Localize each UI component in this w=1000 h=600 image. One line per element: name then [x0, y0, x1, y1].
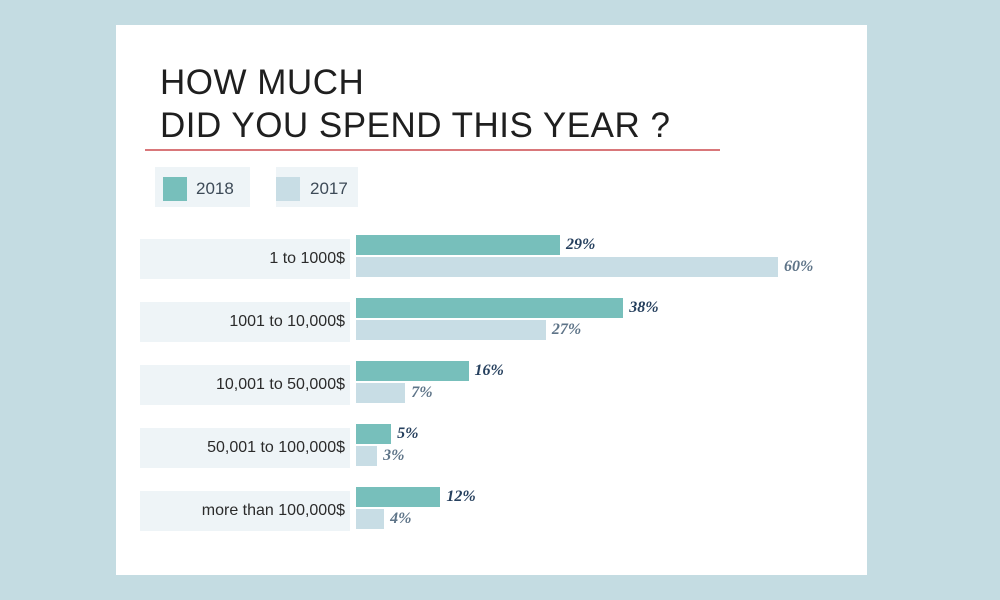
- category-label-1-to-1000: 1 to 1000$: [269, 250, 345, 267]
- chart-title-line-2: DID YOU SPEND THIS YEAR ?: [160, 106, 671, 145]
- value-label-2018-1-to-1000: 29%: [565, 236, 596, 253]
- bar-2018-1001-to-10-000: [356, 298, 624, 318]
- legend-swatch-2018: [163, 177, 187, 201]
- chart-title-line-1: HOW MUCH: [160, 63, 365, 102]
- category-panel-10-001-to-50-000: [140, 365, 350, 405]
- legend-label-2018: 2018: [196, 179, 234, 198]
- category-label-50-001-to-100-000: 50,001 to 100,000$: [207, 439, 345, 456]
- category-label-more-than-100-000: more than 100,000$: [201, 502, 345, 519]
- value-label-2018-10-001-to-50-000: 16%: [474, 362, 504, 379]
- bar-2017-10-001-to-50-000: [356, 383, 406, 403]
- bar-2018-10-001-to-50-000: [356, 361, 469, 381]
- bar-2017-more-than-100-000: [356, 509, 385, 529]
- bar-2018-1-to-1000: [356, 235, 560, 255]
- bar-2018-more-than-100-000: [356, 487, 441, 507]
- category-label-1001-to-10-000: 1001 to 10,000$: [229, 313, 345, 330]
- title-underline: [145, 149, 720, 151]
- bar-2017-1-to-1000: [356, 257, 778, 277]
- bar-2018-50-001-to-100-000: [356, 424, 392, 444]
- value-label-2018-more-than-100-000: 12%: [446, 488, 476, 505]
- legend-label-2017: 2017: [310, 179, 348, 198]
- category-panel-more-than-100-000: [140, 491, 350, 531]
- value-label-2017-1001-to-10-000: 27%: [551, 321, 582, 338]
- category-panel-50-001-to-100-000: [140, 428, 350, 468]
- legend-swatch-2017: [276, 177, 300, 201]
- value-label-2018-1001-to-10-000: 38%: [629, 299, 659, 316]
- category-label-10-001-to-50-000: 10,001 to 50,000$: [215, 376, 345, 393]
- bar-2017-1001-to-10-000: [356, 320, 546, 340]
- category-panel-1001-to-10-000: [140, 302, 350, 342]
- value-label-2017-more-than-100-000: 4%: [390, 510, 412, 527]
- bar-2017-50-001-to-100-000: [356, 446, 378, 466]
- category-panel-1-to-1000: [140, 239, 350, 279]
- value-label-2017-1-to-1000: 60%: [784, 258, 814, 275]
- value-label-2018-50-001-to-100-000: 5%: [397, 425, 419, 442]
- value-label-2017-50-001-to-100-000: 3%: [383, 447, 405, 464]
- value-label-2017-10-001-to-50-000: 7%: [411, 384, 433, 401]
